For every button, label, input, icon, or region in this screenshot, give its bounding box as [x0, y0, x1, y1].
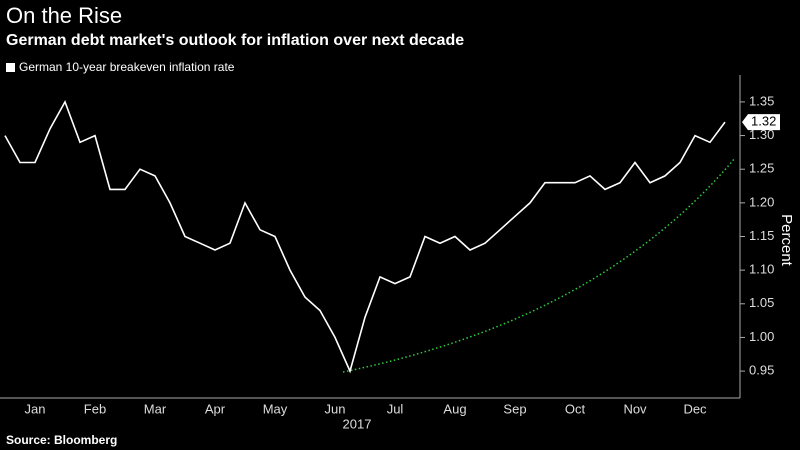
- x-tick-label: Jan: [25, 401, 46, 416]
- y-tick-label: 1.10: [749, 262, 774, 277]
- x-tick-label: May: [263, 401, 288, 416]
- x-tick-label: Aug: [443, 401, 466, 416]
- x-axis-label: 2017: [343, 416, 372, 431]
- x-tick-label: Dec: [683, 401, 707, 416]
- x-tick-label: Sep: [503, 401, 526, 416]
- y-tick-label: 1.15: [749, 228, 774, 243]
- last-value-box: [742, 114, 780, 131]
- y-tick-label: 1.25: [749, 161, 774, 176]
- x-tick-label: Jun: [325, 401, 346, 416]
- x-tick-label: Feb: [84, 401, 106, 416]
- series-line: [4, 99, 726, 374]
- x-tick-label: Apr: [205, 401, 226, 416]
- y-tick-label: 1.05: [749, 295, 774, 310]
- legend-label: German 10-year breakeven inflation rate: [19, 60, 235, 74]
- legend-swatch: [6, 63, 15, 72]
- y-tick-label: 1.20: [749, 194, 774, 209]
- source: Source: Bloomberg: [6, 433, 117, 447]
- x-tick-label: Jul: [387, 401, 404, 416]
- y-tick-label: 1.30: [749, 127, 774, 142]
- chart-title: On the Rise: [6, 3, 122, 28]
- x-tick-label: Nov: [623, 401, 647, 416]
- y-tick-label: 0.95: [749, 363, 774, 378]
- trend-annotation: [342, 157, 736, 373]
- chart-subtitle: German debt market's outlook for inflati…: [6, 32, 464, 49]
- x-tick-label: Mar: [144, 401, 167, 416]
- x-tick-label: Oct: [565, 401, 586, 416]
- y-tick-label: 1.35: [749, 93, 774, 108]
- y-tick-label: 1.00: [749, 329, 774, 344]
- y-axis-label: Percent: [778, 214, 795, 267]
- last-value-label: 1.32: [751, 114, 776, 129]
